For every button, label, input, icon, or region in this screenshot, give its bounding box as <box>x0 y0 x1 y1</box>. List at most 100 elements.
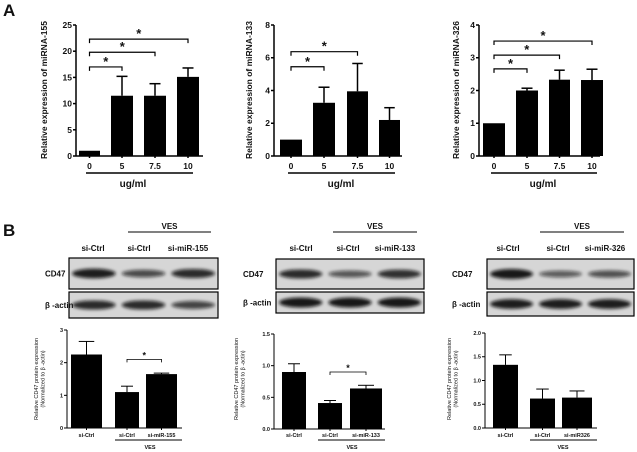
x-tick-label: 0 <box>87 161 92 171</box>
protein-band <box>171 301 216 309</box>
lane-label: si-miR-326 <box>585 244 626 253</box>
x-tick-label: si-Ctrl <box>498 433 514 439</box>
significance-bracket <box>493 68 528 73</box>
ves-group-label: VES <box>574 222 591 231</box>
y-axis-label-normalized: (Normalized to β -actin) <box>454 350 460 407</box>
protein-band <box>71 268 116 279</box>
bar <box>71 354 102 428</box>
y-tick-label: 25 <box>63 20 73 30</box>
y-tick-label: 2 <box>265 118 270 128</box>
x-tick-label: si-Ctrl <box>535 433 551 439</box>
x-axis-label: VES <box>346 445 357 451</box>
blot-row-label: β -actin <box>243 299 272 308</box>
bar-chart-1: 0 5 10 15 20 25 0 5 7.5 10 * * * ug/ml Relative expres… <box>39 20 203 190</box>
western-blot-2: VES si-Ctrl si-Ctrl si-miR-133 CD47 β -actin <box>243 222 425 314</box>
y-tick-label: 1.0 <box>473 378 481 384</box>
y-tick-label: 6 <box>265 53 270 63</box>
x-axis-label: VES <box>144 445 155 451</box>
significance-star: * <box>346 363 350 373</box>
lane-label: si-miR-133 <box>375 244 416 253</box>
x-tick-label: si-miR-155 <box>148 433 176 439</box>
y-axis-label-normalized: (Normalized to β -actin) <box>41 350 47 407</box>
significance-star: * <box>142 350 146 360</box>
bar <box>379 119 400 156</box>
y-tick-label: 0.5 <box>262 395 270 401</box>
x-tick-label: 5 <box>120 161 125 171</box>
western-blot-1: VES si-Ctrl si-Ctrl si-miR-155 CD47 β -actin <box>45 222 219 319</box>
significance-bracket <box>88 66 123 71</box>
protein-band <box>171 268 216 279</box>
x-tick-label: si-Ctrl <box>119 433 135 439</box>
significance-star: * <box>103 54 109 69</box>
lane-label: si-Ctrl <box>289 244 312 253</box>
blot-row-cd47: CD47 <box>243 258 425 290</box>
blot-row-label: CD47 <box>452 270 473 279</box>
y-tick-label: 20 <box>63 46 73 56</box>
y-tick-label: 3 <box>60 328 63 334</box>
lane-label: si-Ctrl <box>496 244 519 253</box>
bar <box>530 398 555 428</box>
x-tick-label: 10 <box>183 161 193 171</box>
y-axis-label: Relative expression of miRNA-155 <box>39 21 49 159</box>
significance-bracket <box>126 359 162 363</box>
x-tick-label: 10 <box>385 161 395 171</box>
x-tick-label: 0 <box>492 161 497 171</box>
significance-bracket <box>493 40 593 46</box>
bar <box>493 364 518 428</box>
significance-star: * <box>524 42 530 57</box>
blot-row-label: CD47 <box>45 270 66 279</box>
bar <box>177 76 199 156</box>
y-axis-label: Relative expression of miRNA-326 <box>451 21 461 159</box>
y-tick-label: 2 <box>60 361 63 367</box>
y-tick-label: 0.5 <box>473 402 481 408</box>
protein-band <box>538 299 583 309</box>
y-tick-label: 2.0 <box>473 331 481 337</box>
x-tick-label: 7.5 <box>554 161 566 171</box>
y-axis-label: Relative CD47 protein expression <box>447 338 453 420</box>
y-tick-label: 10 <box>63 99 73 109</box>
blot-row-beta-actin: β -actin <box>243 291 425 314</box>
y-tick-label: 5 <box>67 125 72 135</box>
x-tick-label: 5 <box>322 161 327 171</box>
y-tick-label: 0 <box>60 426 63 432</box>
x-tick-label: si-miR326 <box>564 433 590 439</box>
protein-band <box>489 269 534 279</box>
blot-row-beta-actin: β -actin <box>452 291 635 317</box>
protein-band <box>328 297 372 308</box>
bar <box>111 95 133 156</box>
x-axis-label: ug/ml <box>120 179 147 190</box>
bar <box>483 123 505 156</box>
bar <box>549 79 570 156</box>
significance-bracket <box>88 38 189 44</box>
panel-label-a: A <box>3 1 15 20</box>
x-axis-label: VES <box>557 445 568 451</box>
y-axis-label: Relative CD47 protein expression <box>234 338 240 420</box>
bar <box>144 95 166 156</box>
protein-band <box>377 297 422 308</box>
y-tick-label: 4 <box>265 85 270 95</box>
bar <box>347 91 368 156</box>
significance-bracket <box>493 54 561 60</box>
bar-chart-5: 0.0 0.5 1.0 1.5 si-Ctrl si-Ctrl si-miR-133 * VES… <box>234 332 385 451</box>
y-tick-label: 0.0 <box>262 427 270 433</box>
x-axis-label: ug/ml <box>530 179 557 190</box>
y-tick-label: 1 <box>470 118 475 128</box>
significance-bracket <box>88 51 156 57</box>
protein-band <box>278 297 323 308</box>
bar-chart-2: 0 2 4 6 8 0 5 7.5 10 * * ug/ml Relative expression o… <box>244 20 402 190</box>
protein-band <box>377 269 422 279</box>
protein-band <box>278 269 323 279</box>
protein-band <box>587 270 632 278</box>
x-axis-label: ug/ml <box>328 179 355 190</box>
y-tick-label: 0 <box>470 151 475 161</box>
significance-star: * <box>120 39 126 54</box>
y-tick-label: 1.0 <box>262 364 270 370</box>
bar <box>516 90 538 156</box>
y-axis-label: Relative expression of miRNA-133 <box>244 21 254 159</box>
protein-band <box>538 270 583 278</box>
protein-band <box>121 300 166 310</box>
y-tick-label: 1 <box>60 393 63 399</box>
blot-row-cd47: CD47 <box>452 258 635 290</box>
y-axis-label-normalized: (Normalized to β -actin) <box>241 350 247 407</box>
